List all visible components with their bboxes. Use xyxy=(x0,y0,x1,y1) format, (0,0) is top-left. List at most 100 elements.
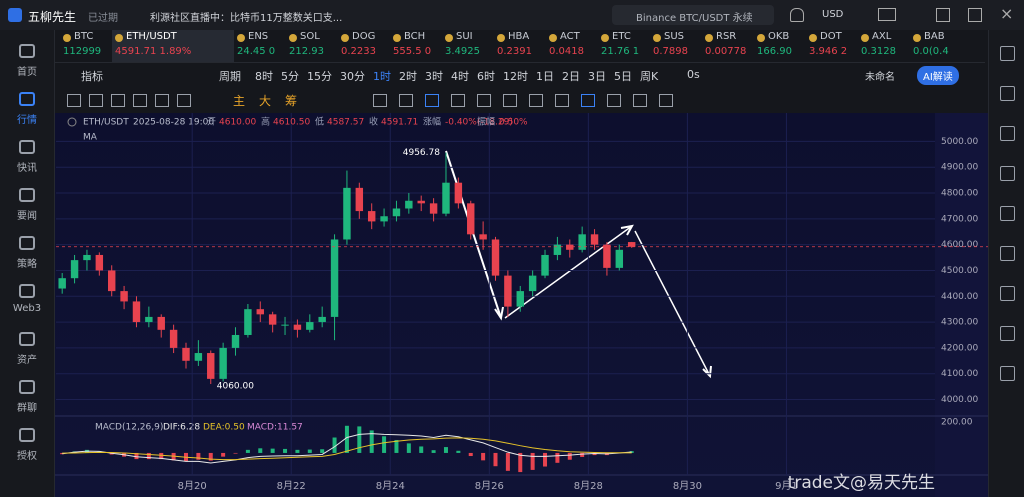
draw-icon[interactable] xyxy=(477,94,491,107)
interval-button[interactable]: 周K xyxy=(640,70,659,83)
interval-button[interactable]: 4时 xyxy=(451,70,469,83)
draw-icon[interactable] xyxy=(529,94,543,107)
ticker-tab[interactable]: ETC 21.76 1 xyxy=(598,30,650,62)
nav-label[interactable]: Web3 xyxy=(12,303,42,314)
coin-icon xyxy=(445,34,453,42)
chip-tool[interactable]: 筹 xyxy=(285,94,298,108)
tool-icon[interactable] xyxy=(1000,246,1015,261)
chip-tool[interactable]: 大 xyxy=(259,94,272,108)
nav-label[interactable]: 策略 xyxy=(17,259,37,270)
draw-icon[interactable] xyxy=(399,94,413,107)
draw-icon[interactable] xyxy=(373,94,387,107)
nav-label[interactable]: 授权 xyxy=(17,451,37,462)
interval-button[interactable]: 5日 xyxy=(614,70,632,83)
interval-button[interactable]: 15分 xyxy=(307,70,332,83)
price-annotation: 4956.78 xyxy=(403,148,440,158)
ticker-tab[interactable]: SUS 0.7898 xyxy=(650,30,702,62)
macd-bar xyxy=(555,452,560,463)
nav-icon[interactable] xyxy=(19,380,35,394)
period-button[interactable]: 周期 xyxy=(219,70,241,83)
macd-bar xyxy=(344,425,349,453)
interval-button[interactable]: 8时 xyxy=(255,70,273,83)
interval-button[interactable]: 3时 xyxy=(425,70,443,83)
candle-body xyxy=(627,242,636,247)
interval-button[interactable]: 2时 xyxy=(399,70,417,83)
interval-button[interactable]: 1日 xyxy=(536,70,554,83)
tool-icon[interactable] xyxy=(1000,46,1015,61)
nav-icon[interactable] xyxy=(19,428,35,442)
eye-icon[interactable] xyxy=(67,117,77,127)
nav-icon[interactable] xyxy=(19,284,35,298)
nav-icon[interactable] xyxy=(19,92,35,106)
nav-label[interactable]: 群聊 xyxy=(17,403,37,414)
interval-button[interactable]: 6时 xyxy=(477,70,495,83)
draw-icon[interactable] xyxy=(555,94,569,107)
nav-label[interactable]: 快讯 xyxy=(17,163,37,174)
interval-button[interactable]: 1时 xyxy=(373,70,391,83)
tool-icon[interactable] xyxy=(1000,86,1015,101)
ticker-tab[interactable]: BAB 0.0(0.4 xyxy=(910,30,962,62)
interval-button[interactable]: 5分 xyxy=(281,70,299,83)
draw-icon[interactable] xyxy=(177,94,191,107)
interval-button[interactable]: 30分 xyxy=(340,70,365,83)
tool-icon[interactable] xyxy=(1000,126,1015,141)
ticker-tab[interactable]: BCH 555.5 0 xyxy=(390,30,442,62)
nav-icon[interactable] xyxy=(19,332,35,346)
nav-label[interactable]: 行情 xyxy=(17,115,37,126)
ticker-tab[interactable]: DOG 0.2233 xyxy=(338,30,390,62)
bell-icon[interactable] xyxy=(790,8,804,22)
tool-icon[interactable] xyxy=(1000,286,1015,301)
ticker-tab[interactable]: ACT 0.0418 xyxy=(546,30,598,62)
ticker-tab[interactable]: DOT 3.946 2 xyxy=(806,30,858,62)
ticker-tab[interactable]: ETH/USDT 4591.71 1.89% xyxy=(112,30,234,62)
draw-icon[interactable] xyxy=(111,94,125,107)
ticker-tab[interactable]: HBA 0.2391 xyxy=(494,30,546,62)
ticker-tab[interactable]: SUI 3.4925 xyxy=(442,30,494,62)
nav-icon[interactable] xyxy=(19,44,35,58)
search-box[interactable]: Binance BTC/USDT 永续 xyxy=(612,5,774,25)
draw-icon[interactable] xyxy=(133,94,147,107)
nav-label[interactable]: 首页 xyxy=(17,67,37,78)
ticker-tab[interactable]: SOL 212.93 xyxy=(286,30,338,62)
tool-icon[interactable] xyxy=(1000,206,1015,221)
news-ticker[interactable]: 利源社区直播中：比特币11万整数关口支... xyxy=(150,13,343,24)
chip-tool[interactable]: 主 xyxy=(233,94,246,108)
layout-name[interactable]: 未命名 xyxy=(865,72,895,83)
draw-icon[interactable] xyxy=(425,94,439,107)
ticker-symbol: HBA xyxy=(508,31,530,42)
ticker-tab[interactable]: OKB 166.90 xyxy=(754,30,806,62)
interval-button[interactable]: 12时 xyxy=(503,70,528,83)
ticker-tab[interactable]: ENS 24.45 0 xyxy=(234,30,286,62)
nav-icon[interactable] xyxy=(19,236,35,250)
draw-icon[interactable] xyxy=(659,94,673,107)
mail-icon[interactable] xyxy=(878,8,896,21)
draw-icon[interactable] xyxy=(67,94,81,107)
indicator-button[interactable]: 指标 xyxy=(81,70,103,83)
ticker-tab[interactable]: RSR 0.00778 xyxy=(702,30,754,62)
tool-icon[interactable] xyxy=(1000,166,1015,181)
interval-button[interactable]: 3日 xyxy=(588,70,606,83)
draw-icon[interactable] xyxy=(607,94,621,107)
nav-icon[interactable] xyxy=(19,188,35,202)
currency[interactable]: USD xyxy=(822,9,844,20)
tool-icon[interactable] xyxy=(1000,366,1015,381)
nav-icon[interactable] xyxy=(19,140,35,154)
ticker-tab[interactable]: AXL 0.3128 xyxy=(858,30,910,62)
draw-icon[interactable] xyxy=(155,94,169,107)
window-min[interactable] xyxy=(936,8,950,22)
interval-button[interactable]: 2日 xyxy=(562,70,580,83)
tool-icon[interactable] xyxy=(1000,326,1015,341)
ai-button[interactable]: AI解读 xyxy=(917,66,959,85)
draw-icon[interactable] xyxy=(503,94,517,107)
toolbar: 指标 周期 8时 5分 15分 30分 1时 2时 3时 4时 6时 12时 1日 2日 3日 5日 周K … xyxy=(55,62,985,88)
window-max[interactable] xyxy=(968,8,982,22)
draw-icon[interactable] xyxy=(633,94,647,107)
ticker-tab[interactable]: BTC 112999 xyxy=(60,30,112,62)
draw-icon[interactable] xyxy=(581,94,595,107)
nav-label[interactable]: 要闻 xyxy=(17,211,37,222)
draw-icon[interactable] xyxy=(89,94,103,107)
nav-label[interactable]: 资产 xyxy=(17,355,37,366)
draw-icon[interactable] xyxy=(451,94,465,107)
candle-body xyxy=(293,324,302,330)
close-icon[interactable]: × xyxy=(1000,4,1014,23)
